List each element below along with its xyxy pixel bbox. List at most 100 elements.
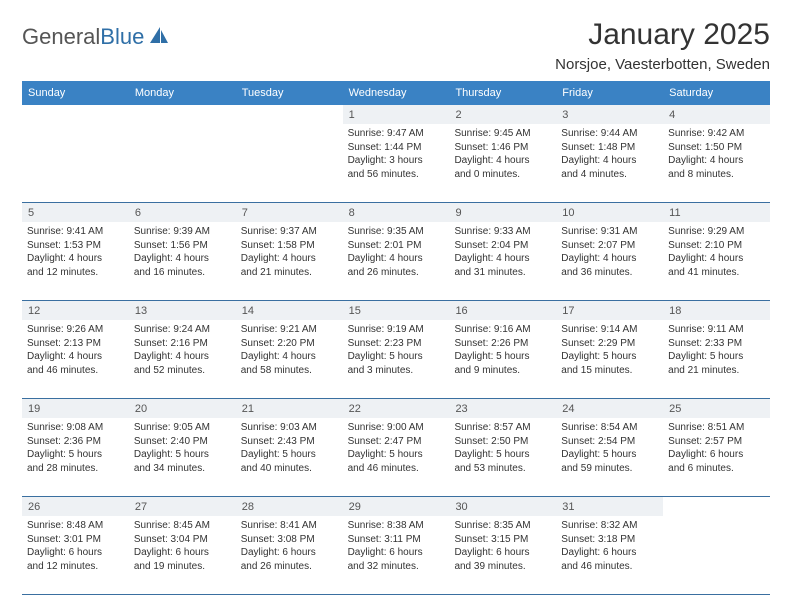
day2-text: and 21 minutes.	[241, 266, 338, 280]
day2-text: and 4 minutes.	[561, 168, 658, 182]
sunrise-text: Sunrise: 8:41 AM	[241, 519, 338, 533]
day1-text: Daylight: 5 hours	[27, 448, 124, 462]
day-cell: Sunrise: 9:35 AMSunset: 2:01 PMDaylight:…	[343, 222, 450, 300]
brand-name: GeneralBlue	[22, 24, 144, 50]
day2-text: and 8 minutes.	[668, 168, 765, 182]
day-number	[129, 105, 236, 124]
day-cell: Sunrise: 9:29 AMSunset: 2:10 PMDaylight:…	[663, 222, 770, 300]
header: GeneralBlue January 2025 Norsjoe, Vaeste…	[22, 18, 770, 73]
week-row: Sunrise: 9:26 AMSunset: 2:13 PM Daylight:…	[22, 320, 770, 399]
sunrise-text: Sunrise: 9:29 AM	[668, 225, 765, 239]
location-label: Norsjoe, Vaesterbotten, Sweden	[555, 56, 770, 73]
day-cell	[22, 124, 129, 202]
week-row: Sunrise: 9:08 AMSunset: 2:36 PMDaylight:…	[22, 418, 770, 497]
sunrise-text: Sunrise: 8:38 AM	[348, 519, 445, 533]
sunrise-text: Sunrise: 9:14 AM	[561, 323, 658, 337]
sunrise-text: Sunrise: 9:26 AM	[27, 323, 124, 337]
sunset-text: Sunset: 2:07 PM	[561, 239, 658, 253]
day2-text: and 34 minutes.	[134, 462, 231, 476]
day-cell: Sunrise: 9:33 AMSunset: 2:04 PMDaylight:…	[449, 222, 556, 300]
weekday-header: Sunday	[22, 81, 129, 105]
day1-text: Daylight: 6 hours	[668, 448, 765, 462]
sunrise-text: Sunrise: 9:11 AM	[668, 323, 765, 337]
title-block: January 2025 Norsjoe, Vaesterbotten, Swe…	[555, 18, 770, 73]
day-cell: Sunrise: 8:35 AMSunset: 3:15 PMDaylight:…	[449, 516, 556, 594]
day-number: 11	[663, 203, 770, 222]
brand-logo: GeneralBlue	[22, 18, 170, 50]
sunset-text: Sunset: 1:48 PM	[561, 141, 658, 155]
day2-text: and 41 minutes.	[668, 266, 765, 280]
day-cell: Sunrise: 9:39 AMSunset: 1:56 PMDaylight:…	[129, 222, 236, 300]
day-number: 10	[556, 203, 663, 222]
day-number: 13	[129, 301, 236, 320]
sunset-text: Sunset: 2:43 PM	[241, 435, 338, 449]
day-number: 6	[129, 203, 236, 222]
day1-text: Daylight: 4 hours	[241, 350, 338, 364]
sunset-text: Sunset: 2:54 PM	[561, 435, 658, 449]
day1-text: Daylight: 4 hours	[668, 252, 765, 266]
sunrise-text: Sunrise: 9:44 AM	[561, 127, 658, 141]
week-row: Sunrise: 9:41 AMSunset: 1:53 PMDaylight:…	[22, 222, 770, 301]
sunrise-text: Sunrise: 9:08 AM	[27, 421, 124, 435]
weekday-header-row: SundayMondayTuesdayWednesdayThursdayFrid…	[22, 81, 770, 105]
day-number: 18	[663, 301, 770, 320]
day2-text: and 12 minutes.	[27, 560, 124, 574]
sunset-text: Sunset: 2:23 PM	[348, 337, 445, 351]
sunrise-text: Sunrise: 9:39 AM	[134, 225, 231, 239]
day-number: 21	[236, 399, 343, 418]
daynum-row: 19202122232425	[22, 399, 770, 418]
day-cell	[129, 124, 236, 202]
week-row: Sunrise: 9:47 AMSunset: 1:44 PMDaylight:…	[22, 124, 770, 203]
day-number: 25	[663, 399, 770, 418]
sunset-text: Sunset: 2:33 PM	[668, 337, 765, 351]
day1-text: Daylight: 4 hours	[454, 154, 551, 168]
day-cell: Sunrise: 9:11 AMSunset: 2:33 PMDaylight:…	[663, 320, 770, 398]
day2-text: and 28 minutes.	[27, 462, 124, 476]
day-cell: Sunrise: 9:00 AMSunset: 2:47 PMDaylight:…	[343, 418, 450, 496]
day1-text: Daylight: 6 hours	[134, 546, 231, 560]
daynum-row: 12131415161718	[22, 301, 770, 320]
day2-text: and 26 minutes.	[241, 560, 338, 574]
day2-text: and 36 minutes.	[561, 266, 658, 280]
day1-text: Daylight: 5 hours	[561, 448, 658, 462]
day-number: 4	[663, 105, 770, 124]
day1-text: Daylight: 4 hours	[134, 252, 231, 266]
day-cell	[236, 124, 343, 202]
day1-text: Daylight: 4 hours	[241, 252, 338, 266]
day-cell: Sunrise: 9:45 AMSunset: 1:46 PMDaylight:…	[449, 124, 556, 202]
sunrise-text: Sunrise: 8:32 AM	[561, 519, 658, 533]
sunset-text: Sunset: 1:53 PM	[27, 239, 124, 253]
sunset-text: Sunset: 2:57 PM	[668, 435, 765, 449]
week-row: Sunrise: 8:48 AMSunset: 3:01 PMDaylight:…	[22, 516, 770, 595]
day-number: 9	[449, 203, 556, 222]
day-number: 28	[236, 497, 343, 516]
sunrise-text: Sunrise: 9:21 AM	[241, 323, 338, 337]
sunrise-text: Sunrise: 9:03 AM	[241, 421, 338, 435]
day-cell: Sunrise: 9:31 AMSunset: 2:07 PMDaylight:…	[556, 222, 663, 300]
day-cell: Sunrise: 8:45 AMSunset: 3:04 PMDaylight:…	[129, 516, 236, 594]
day1-text: Daylight: 4 hours	[348, 252, 445, 266]
sunrise-text: Sunrise: 9:31 AM	[561, 225, 658, 239]
sunset-text: Sunset: 2:20 PM	[241, 337, 338, 351]
daynum-row: 262728293031	[22, 497, 770, 516]
sunset-text: Sunset: 2:13 PM	[27, 337, 124, 351]
sunset-text: Sunset: 2:40 PM	[134, 435, 231, 449]
day-number: 2	[449, 105, 556, 124]
day-number: 26	[22, 497, 129, 516]
day1-text: Daylight: 4 hours	[561, 154, 658, 168]
day-cell: Sunrise: 9:47 AMSunset: 1:44 PMDaylight:…	[343, 124, 450, 202]
sunrise-text: Sunrise: 9:33 AM	[454, 225, 551, 239]
day2-text: and 59 minutes.	[561, 462, 658, 476]
sunrise-text: Sunrise: 9:42 AM	[668, 127, 765, 141]
brand-name-blue: Blue	[100, 24, 144, 49]
day-number: 24	[556, 399, 663, 418]
sunset-text: Sunset: 3:08 PM	[241, 533, 338, 547]
weekday-header: Saturday	[663, 81, 770, 105]
day-number: 5	[22, 203, 129, 222]
sunrise-text: Sunrise: 8:48 AM	[27, 519, 124, 533]
day2-text: and 9 minutes.	[454, 364, 551, 378]
day-number: 17	[556, 301, 663, 320]
day-number: 8	[343, 203, 450, 222]
day1-text: Daylight: 5 hours	[454, 448, 551, 462]
day-number: 12	[22, 301, 129, 320]
